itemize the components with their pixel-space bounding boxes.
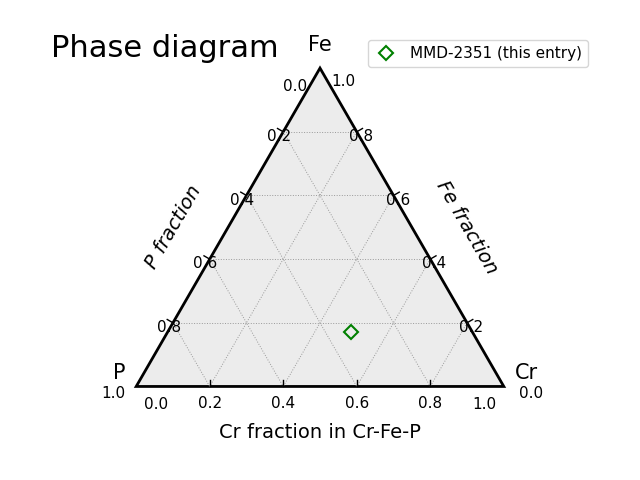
Text: 0.8: 0.8 (157, 320, 181, 335)
Text: Cr fraction in Cr-Fe-P: Cr fraction in Cr-Fe-P (219, 423, 421, 442)
Text: 0.8: 0.8 (418, 396, 442, 411)
Legend: MMD-2351 (this entry): MMD-2351 (this entry) (368, 40, 588, 67)
Text: 0.2: 0.2 (198, 396, 222, 411)
Text: 0.6: 0.6 (193, 256, 218, 271)
Text: 0.8: 0.8 (349, 129, 373, 144)
Text: Cr: Cr (515, 363, 538, 383)
Text: 0.4: 0.4 (230, 192, 255, 207)
Text: Fe fraction: Fe fraction (433, 177, 501, 277)
Text: 0.2: 0.2 (267, 129, 291, 144)
Text: P: P (113, 363, 125, 383)
Text: 0.6: 0.6 (344, 396, 369, 411)
Text: 0.0: 0.0 (518, 386, 543, 401)
Text: 1.0: 1.0 (472, 397, 497, 412)
Text: 0.6: 0.6 (385, 192, 410, 207)
Polygon shape (136, 68, 504, 386)
Text: 0.4: 0.4 (271, 396, 295, 411)
Text: 0.0: 0.0 (283, 79, 307, 94)
Text: 0.2: 0.2 (459, 320, 483, 335)
Text: 1.0: 1.0 (331, 73, 355, 89)
Text: 1.0: 1.0 (101, 386, 125, 401)
Text: P fraction: P fraction (141, 182, 204, 272)
Text: Fe: Fe (308, 35, 332, 55)
Text: Phase diagram: Phase diagram (51, 34, 279, 62)
Text: 0.4: 0.4 (422, 256, 447, 271)
Text: 0.0: 0.0 (143, 397, 168, 412)
